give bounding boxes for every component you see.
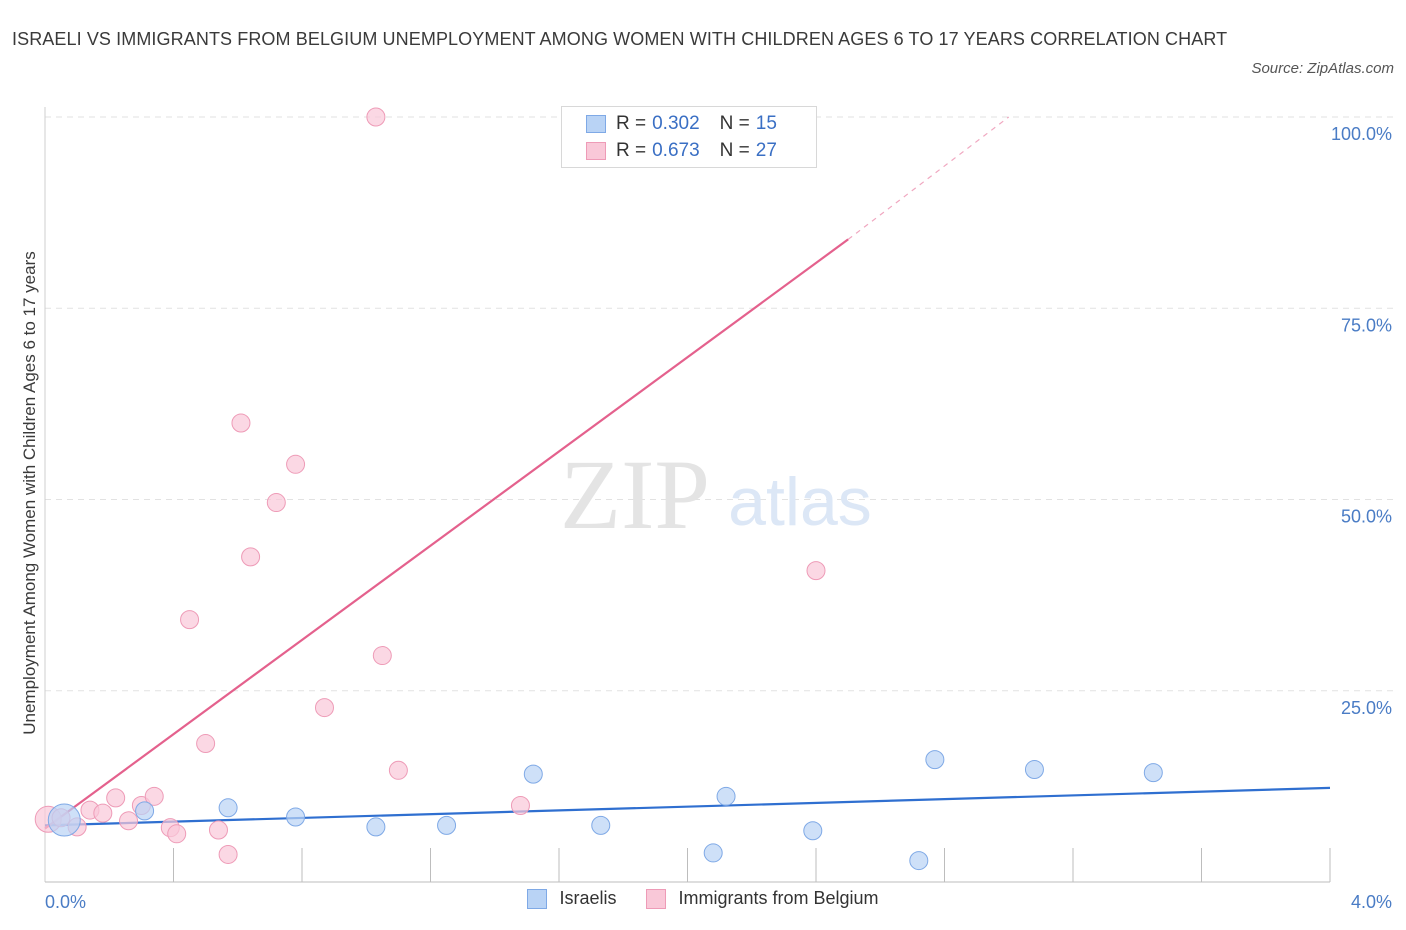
legend-r-value: 0.673 bbox=[652, 140, 700, 161]
data-point bbox=[703, 843, 723, 863]
watermark-zip: ZIP bbox=[560, 439, 710, 550]
data-point bbox=[372, 646, 392, 666]
data-point bbox=[437, 815, 457, 835]
tick-labels: 25.0% 50.0% 75.0% 100.0% 0.0% 4.0% bbox=[45, 124, 1392, 912]
legend-n-value: 15 bbox=[755, 113, 777, 134]
axes bbox=[44, 107, 1331, 883]
data-point bbox=[266, 493, 286, 513]
data-point bbox=[909, 851, 929, 871]
legend-swatch-israelis bbox=[527, 888, 548, 909]
legend-n-label: N = bbox=[719, 140, 750, 161]
trend-line bbox=[44, 238, 849, 830]
stats-legend: R = 0.302 N = 15 R = 0.673 N = 27 bbox=[561, 106, 817, 168]
data-point bbox=[119, 811, 139, 831]
data-point bbox=[806, 561, 826, 581]
legend-swatch-israelis bbox=[586, 115, 606, 133]
y-tick-label: 50.0% bbox=[1341, 507, 1392, 527]
data-point bbox=[196, 734, 216, 754]
series-legend: Israelis Immigrants from Belgium bbox=[0, 888, 1406, 909]
legend-r-label: R = bbox=[616, 113, 647, 134]
data-point bbox=[523, 764, 543, 784]
data-point bbox=[144, 786, 164, 806]
gridlines bbox=[45, 116, 1395, 692]
data-point bbox=[47, 803, 81, 837]
legend-item-belgium[interactable]: Immigrants from Belgium bbox=[646, 888, 879, 909]
data-point bbox=[1143, 763, 1163, 783]
data-point bbox=[167, 824, 187, 844]
data-point bbox=[803, 821, 823, 841]
legend-r-label: R = bbox=[616, 140, 647, 161]
legend-label-israelis: Israelis bbox=[559, 888, 617, 908]
x-tick-label: 0.0% bbox=[45, 892, 86, 912]
data-point bbox=[925, 750, 945, 770]
data-point bbox=[388, 760, 408, 780]
data-point bbox=[218, 844, 238, 864]
data-point bbox=[1024, 760, 1044, 780]
x-tick-label: 4.0% bbox=[1351, 892, 1392, 912]
data-point bbox=[366, 817, 386, 837]
legend-swatch-belgium bbox=[646, 888, 667, 909]
data-point bbox=[510, 796, 530, 815]
y-axis-title: Unemployment Among Women with Children A… bbox=[20, 251, 39, 735]
data-point bbox=[208, 820, 228, 840]
legend-label-belgium: Immigrants from Belgium bbox=[678, 888, 879, 908]
legend-row-israelis: R = 0.302 N = 15 bbox=[586, 111, 777, 137]
legend-swatch-belgium bbox=[586, 142, 606, 160]
trend-line bbox=[44, 786, 1331, 827]
source-label: Source: ZipAtlas.com bbox=[1251, 60, 1394, 77]
data-point bbox=[241, 547, 261, 567]
data-point bbox=[366, 107, 386, 127]
trend-lines bbox=[44, 116, 1331, 830]
watermark-atlas: atlas bbox=[728, 464, 872, 540]
data-point bbox=[716, 786, 736, 806]
data-point bbox=[231, 413, 251, 433]
data-point bbox=[286, 454, 306, 474]
legend-n-value: 27 bbox=[755, 140, 777, 161]
legend-item-israelis[interactable]: Israelis bbox=[527, 888, 616, 909]
chart-title: ISRAELI VS IMMIGRANTS FROM BELGIUM UNEMP… bbox=[12, 29, 1228, 49]
y-tick-label: 100.0% bbox=[1331, 124, 1392, 144]
data-point bbox=[286, 807, 306, 827]
data-point bbox=[218, 798, 238, 818]
legend-n-label: N = bbox=[719, 113, 750, 134]
legend-r-value: 0.302 bbox=[652, 113, 700, 134]
y-tick-label: 75.0% bbox=[1341, 315, 1392, 335]
legend-row-belgium: R = 0.673 N = 27 bbox=[586, 138, 777, 164]
data-point bbox=[106, 788, 126, 808]
data-point bbox=[591, 815, 611, 835]
y-tick-label: 25.0% bbox=[1341, 698, 1392, 718]
data-point bbox=[180, 610, 200, 630]
trend-line-extension bbox=[847, 116, 1010, 240]
data-point bbox=[314, 698, 334, 718]
data-point bbox=[93, 803, 113, 823]
data-point bbox=[135, 801, 155, 821]
